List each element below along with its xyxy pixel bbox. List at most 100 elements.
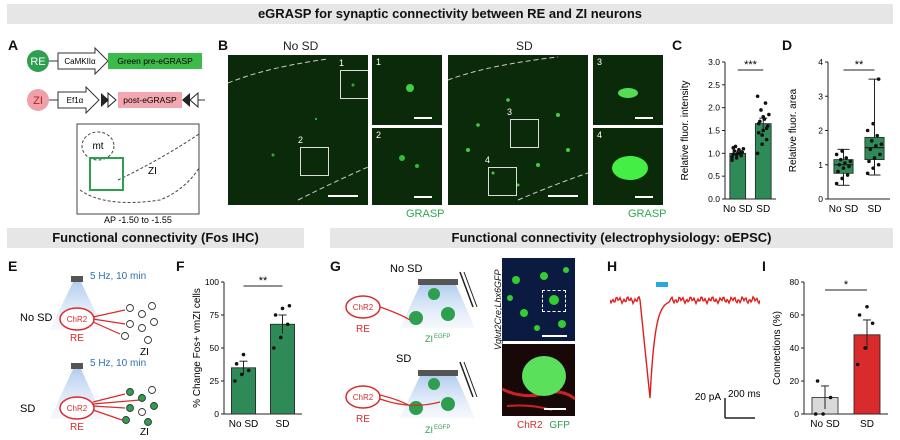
data-point [763, 101, 768, 105]
data-point [739, 150, 743, 154]
panel-e-diagram: 5 Hz, 10 min No SD ChR2 RE ZI 5 Hz, 10 m… [20, 271, 158, 438]
data-point [760, 142, 764, 146]
svg-text:RE: RE [70, 422, 84, 433]
chart-f: 0 25 50 75 100% Change Fos+ vmZI cells No SD S… [192, 275, 302, 430]
roi-box-2 [300, 147, 329, 176]
data-point [840, 176, 844, 181]
data-point [731, 146, 736, 150]
svg-text:ChR2: ChR2 [353, 303, 374, 312]
svg-text:Ef1α: Ef1α [67, 96, 84, 105]
zi-circle [27, 89, 49, 111]
y-tick-label: 40 [790, 343, 800, 353]
data-point [821, 412, 825, 416]
sig-label: ** [259, 275, 268, 287]
data-point [841, 166, 846, 170]
data-point [737, 147, 741, 152]
data-point [241, 352, 246, 357]
panel-letter-g: G [330, 258, 341, 274]
chart-c: 0.0 0.5 1.0 1.5 2.0 2.5 3.0 Relative fluor. int… [680, 57, 776, 215]
svg-text:ZI: ZI [140, 347, 149, 358]
micro-nosd-svg [228, 58, 368, 201]
y-axis-label: Connections (%) [772, 311, 783, 385]
data-point [876, 77, 881, 81]
svg-text:mt: mt [92, 141, 103, 152]
data-point [767, 112, 771, 117]
data-point [879, 142, 884, 146]
banner-fos: Functional connectivity (Fos IHC) [7, 228, 304, 248]
data-point [848, 159, 853, 164]
svg-text:ChR2: ChR2 [67, 404, 88, 413]
y-tick-label: 0 [214, 409, 219, 419]
banner-ephys: Functional connectivity (electrophysiolo… [330, 228, 893, 248]
panel-letter-c: C [672, 37, 683, 53]
grasp-label-1: GRASP [406, 208, 445, 220]
data-point [815, 379, 820, 383]
roi-green-box [89, 157, 124, 191]
data-point [741, 146, 746, 151]
data-point [837, 162, 842, 167]
svg-text:ZI: ZI [425, 425, 433, 435]
y-tick-label: 0.0 [708, 194, 720, 204]
light-pulse [656, 282, 668, 287]
data-point [280, 306, 285, 311]
x-tick-label: SD [868, 204, 882, 215]
data-point [764, 126, 769, 131]
data-point [731, 152, 736, 157]
data-point [756, 130, 761, 135]
construct2-box [118, 92, 182, 108]
micro-sd-title: SD [516, 39, 533, 53]
data-point [865, 304, 869, 309]
inset-4: 4 [593, 128, 663, 205]
data-point [836, 169, 840, 174]
re-circle [27, 50, 49, 72]
y-tick-label: 2.5 [708, 80, 720, 90]
sig-label: ** [855, 59, 864, 71]
oepsc-trace [610, 295, 760, 399]
panel-g-diagram: No SD ChR2 RE ZI EGFP SD ChR2 RE ZI EGFP [345, 263, 478, 435]
y-tick-label: 50 [210, 343, 220, 353]
svg-text:SD: SD [396, 353, 411, 365]
data-point [285, 322, 290, 327]
data-point [869, 138, 874, 143]
data-point [878, 152, 882, 157]
y-axis-label: Relative fluor. area [788, 88, 799, 172]
grasp-label-2: GRASP [628, 208, 667, 220]
re-label: RE [30, 56, 45, 68]
y-tick-label: 75 [210, 310, 220, 320]
svg-text:200 ms: 200 ms [728, 389, 760, 400]
svg-text:SD: SD [20, 403, 35, 415]
chr2-ellipse-g2 [345, 385, 381, 409]
micro-sd-svg [448, 56, 588, 201]
inset-3: 3 [593, 55, 663, 125]
panel-letter-b: B [218, 37, 229, 53]
data-point [865, 171, 870, 176]
roi-box-1 [340, 70, 368, 99]
x-tick-label: SD [860, 419, 874, 430]
panel-letter-d: D [782, 37, 793, 53]
sig-label: *** [744, 59, 758, 71]
data-point [865, 128, 870, 133]
data-point [863, 346, 867, 350]
svg-text:ZI: ZI [425, 334, 433, 344]
y-tick-label: 20 [790, 376, 800, 386]
data-point [870, 321, 875, 326]
data-point [755, 94, 760, 99]
x-tick-label: No SD [229, 419, 258, 430]
x-tick-label: SD [756, 204, 770, 215]
data-point [844, 156, 849, 160]
y-tick-label: 60 [790, 310, 800, 320]
data-point [234, 362, 239, 366]
data-point [730, 158, 734, 162]
data-point [843, 161, 847, 165]
y-tick-label: 0.5 [708, 171, 720, 181]
data-point [760, 133, 764, 137]
data-point [273, 313, 278, 317]
trace-h: 20 pA 200 ms [610, 282, 760, 419]
y-tick-label: 25 [210, 376, 220, 386]
data-point [734, 156, 739, 160]
svg-text:RE: RE [356, 324, 370, 335]
panel-letter-i: I [762, 258, 766, 274]
chart-i: 0 20 40 60 80 Connections (%) No SD SD * [772, 277, 888, 430]
data-point [874, 144, 878, 148]
svg-text:ZI: ZI [148, 166, 157, 177]
